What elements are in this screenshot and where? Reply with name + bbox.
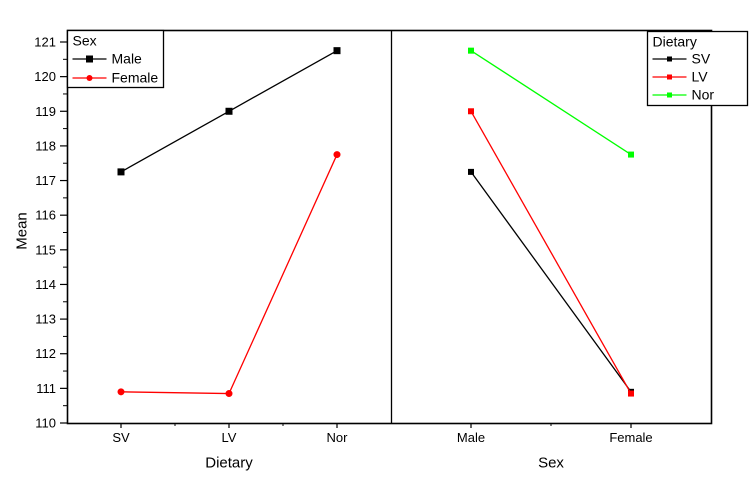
y-tick-label: 114 bbox=[35, 277, 56, 292]
legend-entry-label: Female bbox=[112, 70, 159, 86]
y-tick-label: 110 bbox=[35, 416, 56, 431]
y-tick-label: 115 bbox=[35, 242, 56, 257]
y-tick-label: 118 bbox=[35, 138, 56, 153]
series-marker bbox=[225, 390, 233, 398]
y-tick-label: 117 bbox=[35, 173, 56, 188]
x-tick-label: Nor bbox=[327, 430, 349, 445]
series-marker bbox=[117, 168, 125, 176]
series-marker bbox=[468, 168, 474, 175]
legend-entry-label: SV bbox=[692, 51, 711, 67]
legend-entry-label: Nor bbox=[692, 87, 715, 103]
y-tick-label: 121 bbox=[34, 35, 56, 50]
series-marker bbox=[117, 388, 125, 396]
x-tick-label: Female bbox=[609, 430, 652, 445]
x-axis-title-left: Dietary bbox=[205, 454, 253, 472]
legend-box bbox=[646, 30, 749, 107]
x-tick-label: LV bbox=[222, 430, 237, 445]
legend-title: Dietary bbox=[653, 34, 697, 50]
y-tick-label: 112 bbox=[35, 346, 56, 361]
legend-entry-label: LV bbox=[692, 69, 709, 85]
y-tick-label: 119 bbox=[35, 104, 56, 119]
legend-entry-label: Male bbox=[112, 51, 143, 67]
x-tick-label: Male bbox=[457, 430, 485, 445]
plot-border bbox=[66, 29, 713, 425]
series-line bbox=[470, 50, 632, 156]
series-marker bbox=[468, 47, 474, 54]
legend-title: Sex bbox=[73, 33, 97, 49]
series-marker bbox=[333, 47, 341, 55]
x-axis-title-right: Sex bbox=[538, 454, 564, 472]
series-marker bbox=[468, 108, 474, 115]
series-line bbox=[470, 110, 632, 394]
series-marker bbox=[225, 107, 233, 115]
x-tick-label: SV bbox=[112, 430, 130, 445]
legend-sample-marker bbox=[667, 74, 672, 80]
y-tick-label: 111 bbox=[36, 381, 56, 396]
legend-sample-marker bbox=[667, 56, 672, 62]
legend-sample-marker bbox=[667, 92, 672, 98]
y-tick-label: 113 bbox=[35, 312, 56, 327]
series-marker bbox=[628, 151, 634, 158]
series-marker bbox=[628, 390, 634, 397]
legend-sample-marker bbox=[86, 75, 93, 81]
y-axis-title: Mean bbox=[13, 212, 31, 250]
legend-sample-marker bbox=[86, 55, 93, 63]
series-line bbox=[470, 171, 632, 393]
series-line bbox=[120, 154, 338, 395]
y-tick-label: 116 bbox=[35, 208, 56, 223]
y-tick-label: 120 bbox=[34, 69, 56, 84]
series-marker bbox=[333, 151, 341, 159]
